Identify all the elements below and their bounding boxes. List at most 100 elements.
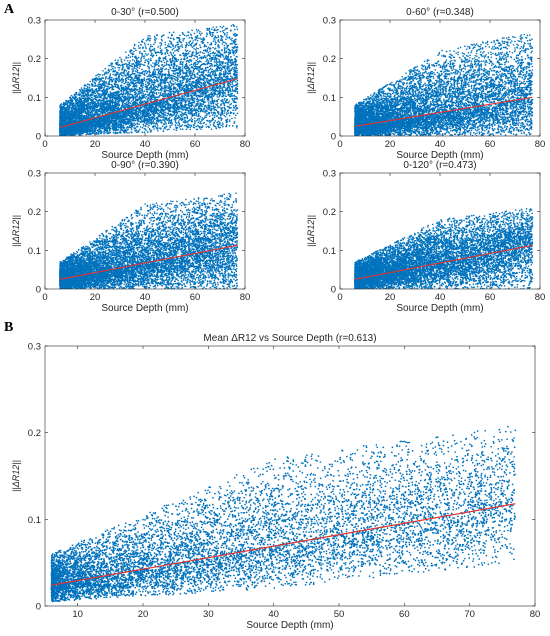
data-point bbox=[165, 60, 168, 62]
data-point bbox=[181, 124, 184, 126]
data-point bbox=[153, 49, 156, 52]
data-point bbox=[186, 77, 189, 80]
panel-label-a: A bbox=[4, 2, 14, 18]
data-point bbox=[196, 104, 198, 106]
data-point bbox=[137, 97, 139, 99]
data-point bbox=[128, 94, 131, 96]
data-point bbox=[164, 84, 166, 87]
data-point bbox=[133, 77, 136, 79]
data-point bbox=[143, 131, 146, 133]
data-point bbox=[231, 48, 233, 51]
data-point bbox=[208, 57, 211, 60]
data-point bbox=[195, 50, 198, 52]
data-point bbox=[198, 60, 201, 62]
data-point bbox=[235, 26, 238, 28]
data-point bbox=[219, 89, 222, 92]
data-point bbox=[198, 120, 200, 122]
data-point bbox=[147, 84, 150, 86]
data-point bbox=[176, 88, 179, 91]
data-point bbox=[223, 99, 225, 101]
data-point bbox=[157, 68, 160, 70]
data-point bbox=[190, 70, 192, 73]
data-point bbox=[148, 86, 151, 89]
data-point bbox=[187, 52, 190, 54]
data-point bbox=[236, 79, 239, 82]
data-point bbox=[142, 123, 145, 126]
data-point bbox=[223, 29, 225, 32]
data-point bbox=[100, 93, 102, 96]
data-point bbox=[222, 113, 224, 115]
data-point bbox=[106, 131, 108, 133]
data-point bbox=[132, 88, 135, 91]
data-point bbox=[205, 45, 208, 48]
data-point bbox=[216, 29, 219, 31]
data-point bbox=[196, 124, 199, 127]
data-point bbox=[167, 98, 170, 100]
data-point bbox=[195, 59, 198, 62]
data-point bbox=[152, 90, 155, 93]
data-point bbox=[236, 69, 238, 72]
data-point bbox=[219, 87, 221, 90]
data-point bbox=[225, 43, 228, 45]
data-point bbox=[212, 95, 215, 97]
data-point bbox=[225, 125, 227, 128]
data-point bbox=[219, 52, 221, 54]
data-point bbox=[236, 92, 239, 95]
data-point bbox=[109, 74, 112, 77]
data-point bbox=[126, 60, 129, 62]
data-point bbox=[81, 97, 84, 99]
data-point bbox=[209, 124, 212, 126]
data-point bbox=[192, 64, 195, 66]
data-point bbox=[128, 92, 130, 95]
data-point bbox=[232, 101, 235, 103]
data-point bbox=[175, 97, 178, 100]
data-point bbox=[143, 42, 146, 44]
data-point bbox=[162, 112, 165, 115]
data-point bbox=[208, 27, 211, 30]
data-point bbox=[101, 127, 104, 130]
data-point bbox=[91, 113, 94, 115]
data-point bbox=[153, 78, 155, 81]
data-point bbox=[200, 57, 203, 60]
data-point bbox=[235, 95, 237, 98]
data-point bbox=[183, 67, 186, 69]
data-point bbox=[216, 123, 219, 126]
data-point bbox=[221, 26, 224, 29]
data-point bbox=[211, 100, 213, 103]
data-point bbox=[236, 112, 239, 115]
data-point bbox=[208, 89, 210, 92]
data-point bbox=[155, 79, 158, 81]
data-point bbox=[218, 46, 220, 48]
data-point bbox=[144, 97, 147, 99]
data-point bbox=[224, 115, 227, 118]
data-point bbox=[184, 111, 187, 114]
panel-label-b: B bbox=[4, 320, 13, 336]
data-point bbox=[217, 36, 220, 39]
data-point bbox=[217, 35, 220, 37]
data-point bbox=[191, 54, 194, 57]
data-point bbox=[234, 43, 237, 46]
data-point bbox=[174, 121, 177, 124]
data-point bbox=[191, 113, 193, 115]
data-point bbox=[228, 114, 231, 117]
data-point bbox=[111, 76, 113, 79]
data-point bbox=[225, 77, 228, 80]
data-point bbox=[172, 31, 175, 34]
data-point bbox=[207, 102, 210, 104]
data-point bbox=[175, 72, 177, 74]
data-point bbox=[151, 45, 154, 48]
data-point bbox=[236, 97, 238, 99]
data-point bbox=[205, 84, 208, 86]
data-point bbox=[232, 105, 235, 107]
data-point bbox=[133, 64, 136, 66]
data-point bbox=[203, 121, 206, 124]
data-point bbox=[122, 124, 125, 127]
data-point bbox=[185, 50, 188, 52]
data-point bbox=[127, 54, 130, 56]
data-point bbox=[94, 88, 97, 91]
data-point bbox=[221, 111, 224, 114]
data-point bbox=[219, 69, 221, 72]
data-point bbox=[132, 47, 135, 49]
data-point bbox=[203, 52, 205, 55]
data-point bbox=[177, 43, 180, 46]
